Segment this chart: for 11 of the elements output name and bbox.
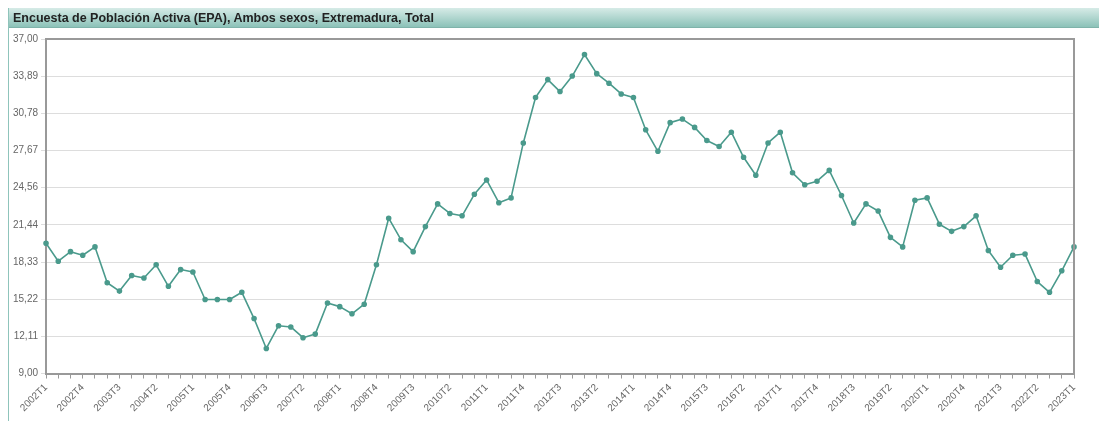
y-tick-label: 15,22 [12,292,39,304]
y-tick-label: 21,44 [12,218,39,230]
y-tick-label: 9,00 [18,367,39,379]
chart-title: Encuesta de Población Activa (EPA), Ambos sexos, Extremadura, Total [9,8,1099,28]
y-tick-label: 24,56 [12,181,39,193]
y-tick-label: 37,00 [12,32,39,44]
y-tick-label: 18,33 [12,255,39,267]
y-tick-label: 27,67 [12,144,39,156]
y-tick-label: 33,89 [12,69,39,81]
y-tick-label: 12,11 [13,330,39,342]
y-tick-label: 30,78 [12,107,39,119]
